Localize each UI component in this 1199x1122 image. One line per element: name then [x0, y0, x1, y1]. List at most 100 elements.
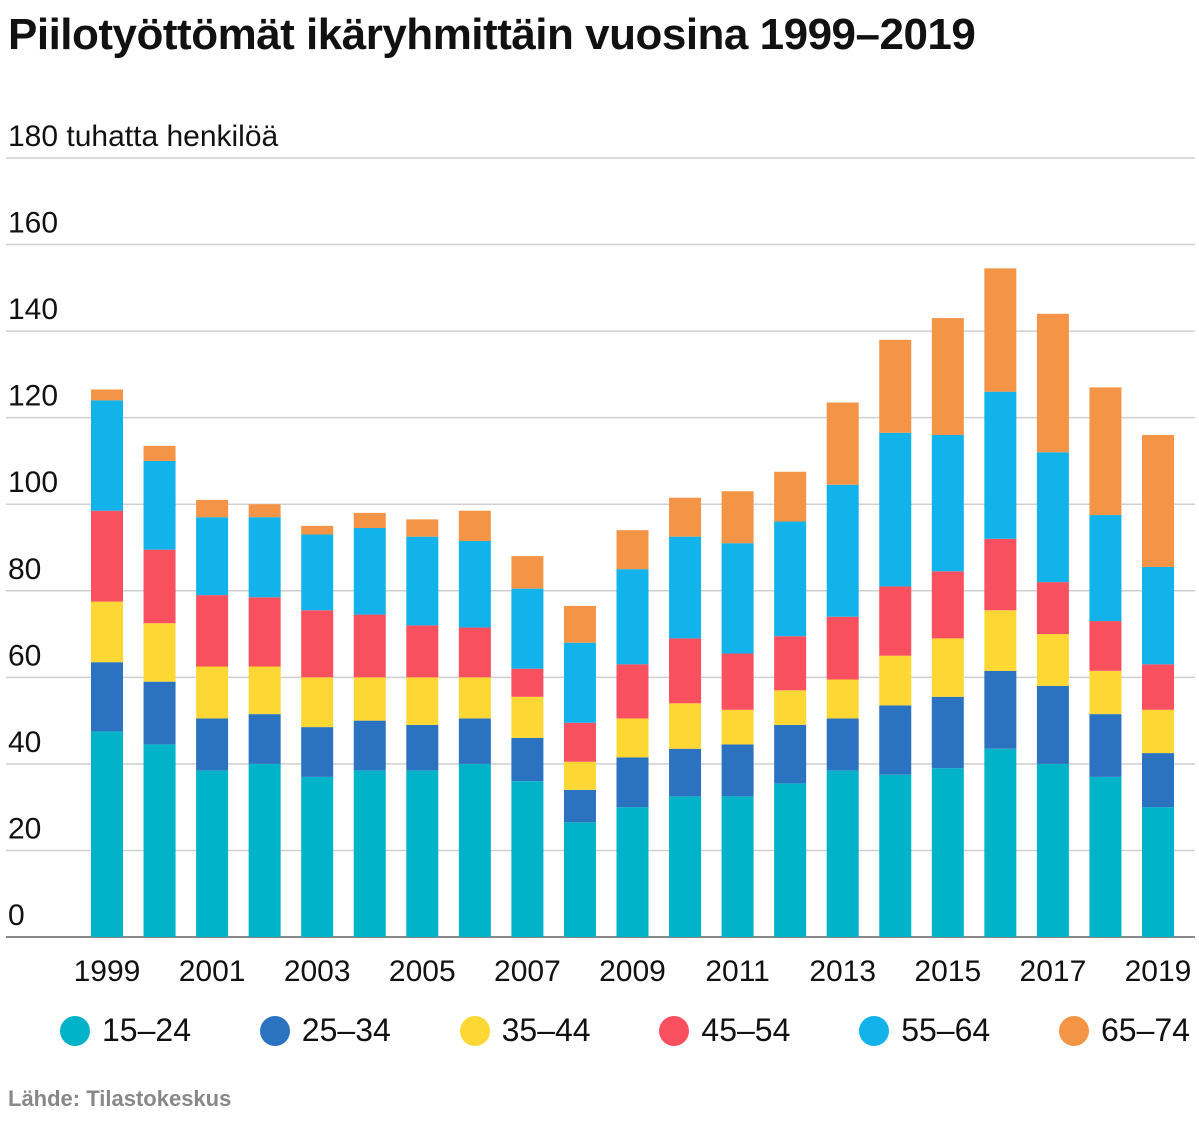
x-tick-label: 2011 — [705, 955, 770, 988]
bar-segment — [196, 499, 229, 518]
legend-item: 35–44 — [459, 1012, 591, 1049]
bar-stack-2003 — [301, 525, 334, 937]
bar-segment — [879, 586, 912, 656]
legend-swatch — [1058, 1015, 1089, 1046]
bar-segment — [984, 391, 1017, 539]
bar-segment — [301, 534, 334, 611]
bar-stack-2014 — [879, 339, 912, 937]
bars — [91, 268, 1174, 937]
bar-segment — [196, 666, 229, 719]
source-note: Lähde: Tilastokeskus — [8, 1086, 232, 1111]
bar-segment — [984, 268, 1017, 392]
bar-segment — [984, 670, 1017, 749]
bar-segment — [353, 770, 386, 937]
legend-swatch — [859, 1015, 890, 1046]
bar-segment — [458, 677, 491, 719]
bar-segment — [143, 623, 176, 682]
bar-segment — [616, 807, 649, 937]
bar-segment — [301, 776, 334, 937]
x-axis-labels: 1999 2001 2003 2005 2007 2009 2011 2013 2015 2017… — [74, 955, 1192, 988]
bar-segment — [353, 614, 386, 678]
bar-segment — [879, 705, 912, 775]
bar-stack-2000 — [143, 445, 176, 937]
y-tick-label: 120 — [8, 380, 58, 413]
bar-segment — [301, 525, 334, 535]
bar-segment — [511, 556, 544, 589]
bar-segment — [458, 510, 491, 542]
bar-segment — [248, 763, 281, 937]
bar-segment — [511, 668, 544, 697]
bar-segment — [721, 491, 754, 544]
bar-segment — [669, 796, 702, 937]
bar-segment — [669, 497, 702, 537]
bar-segment — [616, 757, 649, 808]
legend-item: 25–34 — [259, 1012, 391, 1049]
bar-stack-2012 — [774, 471, 807, 937]
bar-segment — [1089, 515, 1122, 622]
x-tick-label: 2013 — [809, 955, 876, 988]
bar-segment — [563, 605, 596, 643]
bar-segment — [1142, 709, 1174, 754]
legend-swatch — [60, 1015, 90, 1046]
bar-segment — [248, 504, 281, 518]
bar-segment — [196, 517, 229, 596]
bar-segment — [353, 512, 386, 529]
bar-stack-2005 — [406, 519, 439, 937]
bar-segment — [511, 737, 544, 782]
legend-swatch — [459, 1015, 490, 1046]
bar-segment — [1036, 452, 1069, 583]
bar-segment — [248, 714, 281, 764]
x-tick-label: 2015 — [914, 955, 981, 988]
bar-segment — [91, 510, 123, 602]
bar-segment — [984, 610, 1017, 671]
bar-segment — [826, 770, 859, 937]
bar-segment — [563, 789, 596, 823]
bar-segment — [1142, 664, 1174, 710]
y-tick-label: 80 — [8, 553, 41, 586]
bar-segment — [458, 763, 491, 937]
bar-segment — [774, 636, 807, 691]
bar-segment — [826, 616, 859, 680]
bar-segment — [143, 549, 176, 624]
bar-segment — [721, 796, 754, 937]
x-tick-label: 2019 — [1125, 955, 1192, 988]
bar-segment — [143, 460, 176, 550]
bar-segment — [511, 696, 544, 738]
x-tick-label: 2001 — [179, 955, 246, 988]
bar-segment — [1089, 621, 1122, 671]
bar-segment — [721, 653, 754, 710]
bar-segment — [774, 783, 807, 937]
bar-segment — [984, 538, 1017, 611]
y-tick-label: 20 — [8, 812, 41, 845]
bar-stack-2011 — [721, 491, 754, 937]
bar-stack-2013 — [826, 402, 859, 937]
y-axis-labels: 0 20 40 60 80 100 120 140 160 180 tuhatta henkilö… — [8, 120, 279, 932]
bar-segment — [196, 770, 229, 937]
bar-segment — [301, 610, 334, 678]
bar-stack-2015 — [931, 318, 964, 937]
bar-segment — [931, 768, 964, 937]
legend-label: 45–54 — [701, 1012, 791, 1048]
bar-segment — [879, 339, 912, 433]
gridlines — [6, 157, 1195, 938]
bar-segment — [1089, 387, 1122, 516]
y-tick-label: 60 — [8, 639, 41, 672]
bar-segment — [774, 471, 807, 522]
bar-stack-2006 — [458, 510, 491, 937]
bar-segment — [1036, 634, 1069, 686]
bar-segment — [774, 724, 807, 784]
bar-segment — [458, 718, 491, 764]
bar-stack-2008 — [563, 605, 596, 937]
legend-label: 55–64 — [901, 1012, 991, 1048]
y-tick-label: 140 — [8, 293, 58, 326]
bar-stack-2017 — [1036, 313, 1069, 937]
x-tick-label: 1999 — [74, 955, 141, 988]
bar-segment — [931, 318, 964, 435]
bar-segment — [248, 666, 281, 715]
bar-stack-2009 — [616, 530, 649, 937]
bar-segment — [879, 774, 912, 937]
bar-segment — [353, 677, 386, 721]
bar-segment — [826, 718, 859, 771]
bar-stack-2001 — [196, 499, 229, 937]
legend-item: 15–24 — [60, 1012, 191, 1049]
